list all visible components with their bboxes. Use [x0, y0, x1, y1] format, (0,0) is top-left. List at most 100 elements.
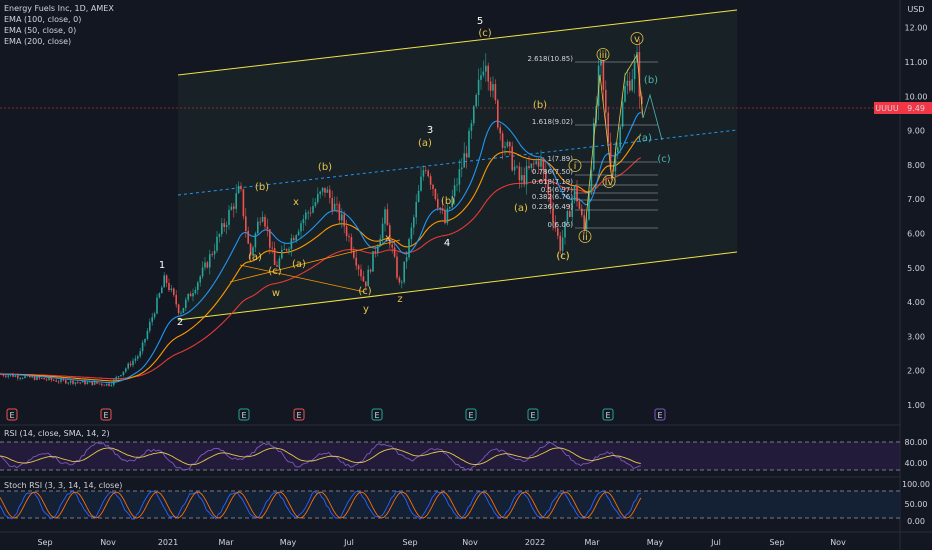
candle-body [108, 383, 110, 386]
candle-body [175, 294, 177, 305]
fib-label: 0.5(6.97) [541, 186, 573, 194]
candle-body [446, 208, 449, 224]
candle-body [273, 248, 276, 266]
candle-body [321, 187, 324, 192]
earnings-marker [527, 408, 539, 421]
candle-body [465, 153, 468, 158]
wave-label: x [293, 197, 299, 208]
stoch-k-path [0, 490, 641, 520]
earnings-marker-label: E [468, 411, 473, 420]
candle-body [456, 184, 458, 186]
candle-body [605, 89, 607, 113]
stoch-band [0, 491, 900, 518]
wave-label: (a) [292, 259, 306, 270]
stoch-legend[interactable]: Stoch RSI (3, 3, 14, 14, close) [4, 481, 123, 490]
candle-body [185, 299, 187, 308]
earnings-marker [293, 408, 305, 421]
candle-body [504, 146, 506, 148]
candle-body [86, 382, 89, 385]
candle-body [65, 380, 67, 384]
time-tick: Jul [710, 538, 721, 547]
candle-body [115, 377, 117, 380]
candle-body [561, 237, 564, 251]
candle-body [127, 363, 129, 369]
candle-body [194, 290, 197, 294]
candle-body [367, 269, 369, 287]
candle-body [170, 288, 173, 291]
candle-body [602, 60, 605, 90]
candle-body [432, 184, 434, 190]
time-tick: May [280, 538, 297, 547]
candle-body [312, 206, 314, 213]
candle-body [266, 226, 269, 230]
candle-body [204, 262, 206, 268]
rsi-line [0, 441, 641, 471]
candle-body [209, 254, 211, 268]
last-price-text: 9.49 [907, 104, 925, 113]
candle-body [197, 282, 199, 291]
time-tick: Mar [584, 538, 600, 547]
candle-body [609, 142, 612, 170]
candle-body [360, 269, 362, 277]
candle-body [377, 246, 379, 253]
candle-body [151, 317, 153, 322]
candlestick-series[interactable] [0, 39, 643, 388]
earnings-marker-label: E [103, 411, 108, 420]
candle-body [427, 170, 429, 177]
candle-body [96, 382, 98, 384]
candle-body [240, 185, 242, 190]
candle-body [101, 383, 103, 385]
candle-body [497, 100, 499, 128]
candle-body [24, 376, 26, 379]
rsi-legend[interactable]: RSI (14, close, SMA, 14, 2) [4, 429, 110, 438]
time-tick: May [647, 538, 664, 547]
candle-body [487, 65, 489, 82]
channel-lower-line[interactable] [177, 251, 738, 321]
channel-upper-line[interactable] [177, 9, 738, 76]
fib-label: 0.236(6.49) [532, 203, 573, 211]
rsi-band [0, 442, 900, 470]
wave-label: (b) [255, 182, 269, 193]
time-tick: Nov [462, 538, 478, 547]
candle-body [348, 236, 350, 238]
price-tick: 6.00 [907, 230, 925, 239]
candle-body [276, 265, 278, 267]
candle-body [189, 293, 192, 297]
ema-50-legend[interactable]: EMA (50, close, 0) [4, 26, 77, 35]
candle-body [545, 169, 547, 184]
candle-body [257, 221, 259, 234]
candle-body [333, 203, 336, 211]
candle-body [7, 375, 9, 377]
earnings-marker-label: E [605, 411, 610, 420]
fib-levels[interactable]: 2.618(10.85) 1.618(9.02) 1(7.89) 0.786(7.50… [527, 55, 658, 229]
candle-body [237, 185, 240, 194]
price-tick: 5.00 [907, 264, 925, 273]
time-axis[interactable]: Sep Nov 2021 Mar May Jul Sep Nov 2022 Mar May Jul Se… [37, 538, 846, 547]
candle-body [458, 169, 461, 185]
candle-body [41, 378, 43, 379]
wave-label: (c) [657, 154, 670, 165]
candle-body [401, 282, 403, 283]
candle-body [84, 380, 86, 385]
ema-100-legend[interactable]: EMA (100, close, 0) [4, 15, 82, 24]
ema-200-legend[interactable]: EMA (200, close) [4, 37, 72, 46]
ema-50-line [0, 111, 642, 384]
earnings-marker [6, 408, 18, 421]
symbol-title[interactable]: Energy Fuels Inc, 1D, AMEX [4, 4, 114, 13]
channel-mid-line[interactable] [177, 129, 738, 196]
wave-label: (a) [514, 203, 528, 214]
wave-label: z [397, 294, 402, 305]
candle-body [69, 380, 72, 383]
candle-body [26, 375, 29, 377]
candle-body [285, 249, 288, 251]
price-axis[interactable]: 12.00 11.00 10.00 9.00 8.00 7.00 6.00 5.00 4.00 3… [902, 24, 930, 526]
time-tick: 2021 [158, 538, 178, 547]
candle-body [415, 202, 417, 218]
fib-label: 1(7.89) [547, 155, 573, 163]
candle-body [79, 382, 81, 384]
candle-body [158, 293, 161, 298]
candle-body [422, 170, 425, 177]
candle-body [379, 238, 381, 247]
